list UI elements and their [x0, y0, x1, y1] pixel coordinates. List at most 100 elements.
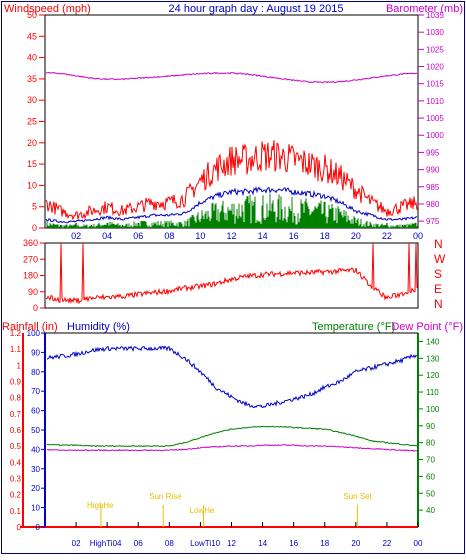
barometer-tick-label: 990: [426, 166, 440, 175]
wind-x-tick-label: 14: [258, 231, 268, 241]
direction-tick-label: 90: [28, 287, 38, 297]
lower-x-tick-label: 20: [351, 539, 360, 548]
temperature-tick-label: 80: [426, 439, 435, 448]
temperature-tick-label: 90: [426, 422, 435, 431]
temperature-series: [46, 425, 418, 448]
compass-label: N: [434, 237, 443, 251]
barometer-tick-label: 1035: [426, 11, 444, 20]
lower-x-tick-label: 16: [289, 539, 298, 548]
wind-x-tick-label: 10: [195, 231, 205, 241]
humidity-tick-label: 30: [31, 465, 40, 474]
temperature-tick-label: 60: [426, 472, 435, 481]
rain-tick-label: 1.1: [10, 345, 22, 354]
rain-tick-label: 0.2: [10, 491, 22, 500]
humidity-tick-label: 60: [31, 407, 40, 416]
rain-tick-label: 0.7: [10, 410, 22, 419]
wind-tick-label: 10: [27, 180, 37, 190]
lower-x-tick-label: 14: [258, 539, 267, 548]
windspeed-axis-title: Windspeed (mph): [4, 3, 91, 15]
wind-x-tick-label: 20: [351, 231, 361, 241]
graph-title: 24 hour graph day : August 19 2015: [169, 3, 344, 15]
direction-tick-label: 180: [23, 271, 38, 281]
rain-tick-label: 0.3: [10, 475, 22, 484]
wind-x-tick-label: 22: [382, 231, 392, 241]
dewpoint-series: [46, 444, 418, 452]
barometer-tick-label: 1015: [426, 80, 444, 89]
annotation-label: Sun Set: [343, 492, 372, 501]
wind-tick-label: 45: [27, 31, 37, 41]
direction-tick-label: 0: [33, 303, 38, 313]
annotation-label: Sun Rise: [149, 492, 182, 501]
barometer-tick-label: 975: [426, 217, 440, 226]
barometer-tick-label: 985: [426, 183, 440, 192]
humidity-tick-label: 20: [31, 484, 40, 493]
humidity-tick-label: 10: [31, 504, 40, 513]
lower-x-tick-label: 08: [165, 539, 174, 548]
lower-x-tick-label: HighTi04: [90, 539, 122, 548]
compass-label: E: [434, 282, 442, 296]
barometer-tick-label: 1030: [426, 28, 444, 37]
compass-label: S: [434, 267, 442, 281]
humidity-tick-label: 50: [31, 426, 40, 435]
temperature-tick-label: 140: [426, 337, 440, 346]
wind-tick-label: 35: [27, 74, 37, 84]
rain-tick-label: 0.6: [10, 426, 22, 435]
humidity-tick-label: 0: [36, 523, 41, 532]
barometer-axis-title: Barometer (mb): [386, 3, 463, 15]
rain-tick-label: 0.4: [10, 458, 22, 467]
temperature-tick-label: 70: [426, 456, 435, 465]
wind-x-tick-label: 02: [71, 231, 81, 241]
lower-x-tick-label: 02: [72, 539, 81, 548]
lower-x-tick-label: 00: [414, 539, 423, 548]
humidity-tick-label: 100: [27, 329, 41, 338]
wind-tick-label: 20: [27, 138, 37, 148]
wind-speed-series: [45, 193, 418, 228]
lower-x-tick-label: 18: [320, 539, 329, 548]
compass-label: N: [434, 297, 443, 311]
wind-tick-label: 25: [27, 117, 37, 127]
rain-tick-label: 0.1: [10, 507, 22, 516]
temperature-tick-label: 120: [426, 371, 440, 380]
barometer-series: [45, 71, 418, 84]
lower-x-tick-label: 22: [382, 539, 391, 548]
wind-gust-series: [45, 140, 418, 220]
dewpoint-axis-title: Dew Point (°F): [391, 321, 463, 333]
temperature-axis-title: Temperature (°F): [312, 321, 395, 333]
barometer-tick-label: 1005: [426, 114, 444, 123]
barometer-tick-label: 1000: [426, 131, 444, 140]
temperature-tick-label: 40: [426, 506, 435, 515]
barometer-tick-label: 1025: [426, 45, 444, 54]
rainfall-axis-title: Rainfall (in): [2, 321, 58, 333]
barometer-tick-label: 1010: [426, 97, 444, 106]
wind-tick-label: 30: [27, 95, 37, 105]
wind-tick-label: 5: [32, 202, 37, 212]
direction-panel-frame: [44, 242, 419, 309]
wind-panel-frame: [44, 14, 419, 229]
wind-tick-label: 0: [32, 223, 37, 233]
wind-x-tick-label: 18: [320, 231, 330, 241]
wind-tick-label: 50: [27, 10, 37, 20]
humidity-axis-title: Humidity (%): [67, 321, 130, 333]
wind-x-tick-label: 12: [226, 231, 236, 241]
barometer-tick-label: 995: [426, 148, 440, 157]
humidity-tick-label: 40: [31, 445, 40, 454]
rain-tick-label: 1: [17, 361, 22, 370]
wind-tick-label: 40: [27, 53, 37, 63]
humidity-tick-label: 90: [31, 348, 40, 357]
barometer-tick-label: 980: [426, 200, 440, 209]
direction-tick-label: 360: [23, 238, 38, 248]
wind-x-tick-label: 04: [102, 231, 112, 241]
wind-direction-series: [45, 242, 418, 305]
lower-x-tick-label: LowTi10: [190, 539, 220, 548]
wind-average-series: [45, 186, 418, 224]
lower-x-tick-label: 06: [134, 539, 143, 548]
rain-tick-label: 0.9: [10, 378, 22, 387]
temperature-tick-label: 50: [426, 489, 435, 498]
rain-tick-label: 1.2: [10, 329, 22, 338]
humidity-series: [46, 345, 418, 409]
wind-tick-label: 15: [27, 159, 37, 169]
rain-tick-label: 0: [17, 523, 22, 532]
humidity-tick-label: 70: [31, 387, 40, 396]
